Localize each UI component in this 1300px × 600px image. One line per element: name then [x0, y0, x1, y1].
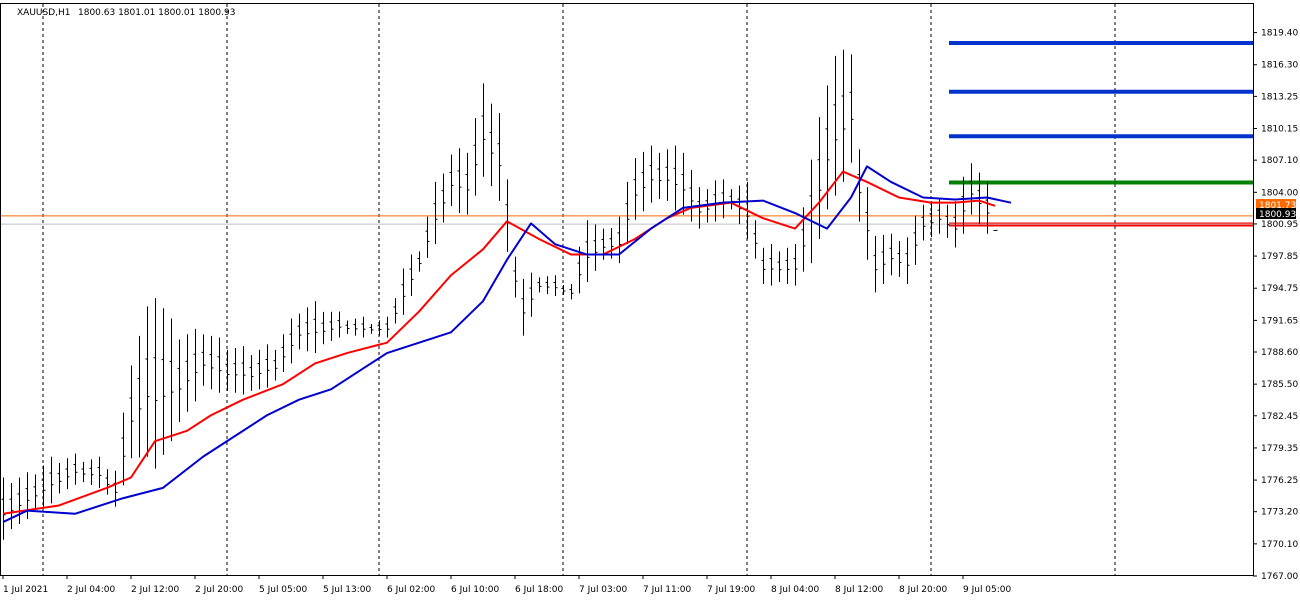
- y-tick-label: 1767.00: [1261, 572, 1298, 582]
- chart-ohlc-readout: 1800.63 1801.01 1800.01 1800.93: [78, 8, 235, 18]
- y-tick-label: 1807.10: [1261, 156, 1298, 166]
- y-tick-label: 1794.75: [1261, 284, 1298, 294]
- bid-price-tag: 1800.93: [1259, 210, 1296, 220]
- x-tick-label: 6 Jul 10:00: [451, 585, 500, 595]
- y-tick-label: 1816.30: [1261, 61, 1298, 71]
- x-tick-label: 7 Jul 11:00: [643, 585, 692, 595]
- y-tick-label: 1797.85: [1261, 252, 1298, 262]
- y-tick-label: 1804.00: [1261, 188, 1298, 198]
- x-tick-label: 7 Jul 19:00: [707, 585, 756, 595]
- y-tick-label: 1819.40: [1261, 29, 1298, 39]
- x-tick-label: 2 Jul 20:00: [195, 585, 244, 595]
- x-tick-label: 6 Jul 18:00: [515, 585, 564, 595]
- ask-price-tag: 1801.73: [1259, 201, 1296, 211]
- x-tick-label: 8 Jul 04:00: [771, 585, 820, 595]
- x-tick-label: 5 Jul 13:00: [323, 585, 372, 595]
- x-tick-label: 8 Jul 12:00: [835, 585, 884, 595]
- chart-symbol-title: XAUUSD,H1: [17, 8, 71, 18]
- y-tick-label: 1782.45: [1261, 412, 1298, 422]
- moving-average-ma_fast: [2, 170, 996, 515]
- y-tick-label: 1776.25: [1261, 476, 1298, 486]
- y-tick-label: 1770.10: [1261, 540, 1298, 550]
- y-tick-label: 1773.20: [1261, 508, 1298, 518]
- price-tags: 1801.73 1800.93: [1256, 199, 1296, 220]
- current-price-lines: [0, 215, 1253, 225]
- moving-average-ma_slow: [2, 165, 1012, 523]
- price-bars: [1, 49, 998, 540]
- y-tick-label: 1813.25: [1261, 92, 1298, 102]
- x-tick-label: 9 Jul 05:00: [963, 585, 1012, 595]
- x-tick-label: 1 Jul 2021: [3, 585, 48, 595]
- x-tick-label: 6 Jul 02:00: [387, 585, 436, 595]
- time-axis: 1 Jul 2021 2 Jul 04:00 2 Jul 12:00 2 Jul 20…: [2, 575, 1012, 595]
- y-tick-label: 1779.35: [1261, 444, 1298, 454]
- x-tick-label: 7 Jul 03:00: [579, 585, 628, 595]
- y-tick-label: 1788.60: [1261, 348, 1298, 358]
- x-tick-label: 8 Jul 20:00: [899, 585, 948, 595]
- y-tick-label: 1800.95: [1261, 220, 1298, 230]
- price-axis: 1819.40 1816.30 1813.25 1810.15 1807.10 1804.…: [1253, 29, 1298, 582]
- x-tick-label: 2 Jul 04:00: [67, 585, 116, 595]
- moving-averages: [2, 165, 1012, 523]
- y-tick-label: 1785.50: [1261, 380, 1298, 390]
- x-tick-label: 2 Jul 12:00: [131, 585, 180, 595]
- ask-price-tag-bg: [1256, 199, 1296, 210]
- y-tick-label: 1791.65: [1261, 316, 1298, 326]
- plot-frame: [0, 3, 1254, 576]
- x-tick-label: 5 Jul 05:00: [259, 585, 308, 595]
- y-tick-label: 1810.15: [1261, 125, 1298, 135]
- bid-price-tag-bg: [1256, 208, 1296, 219]
